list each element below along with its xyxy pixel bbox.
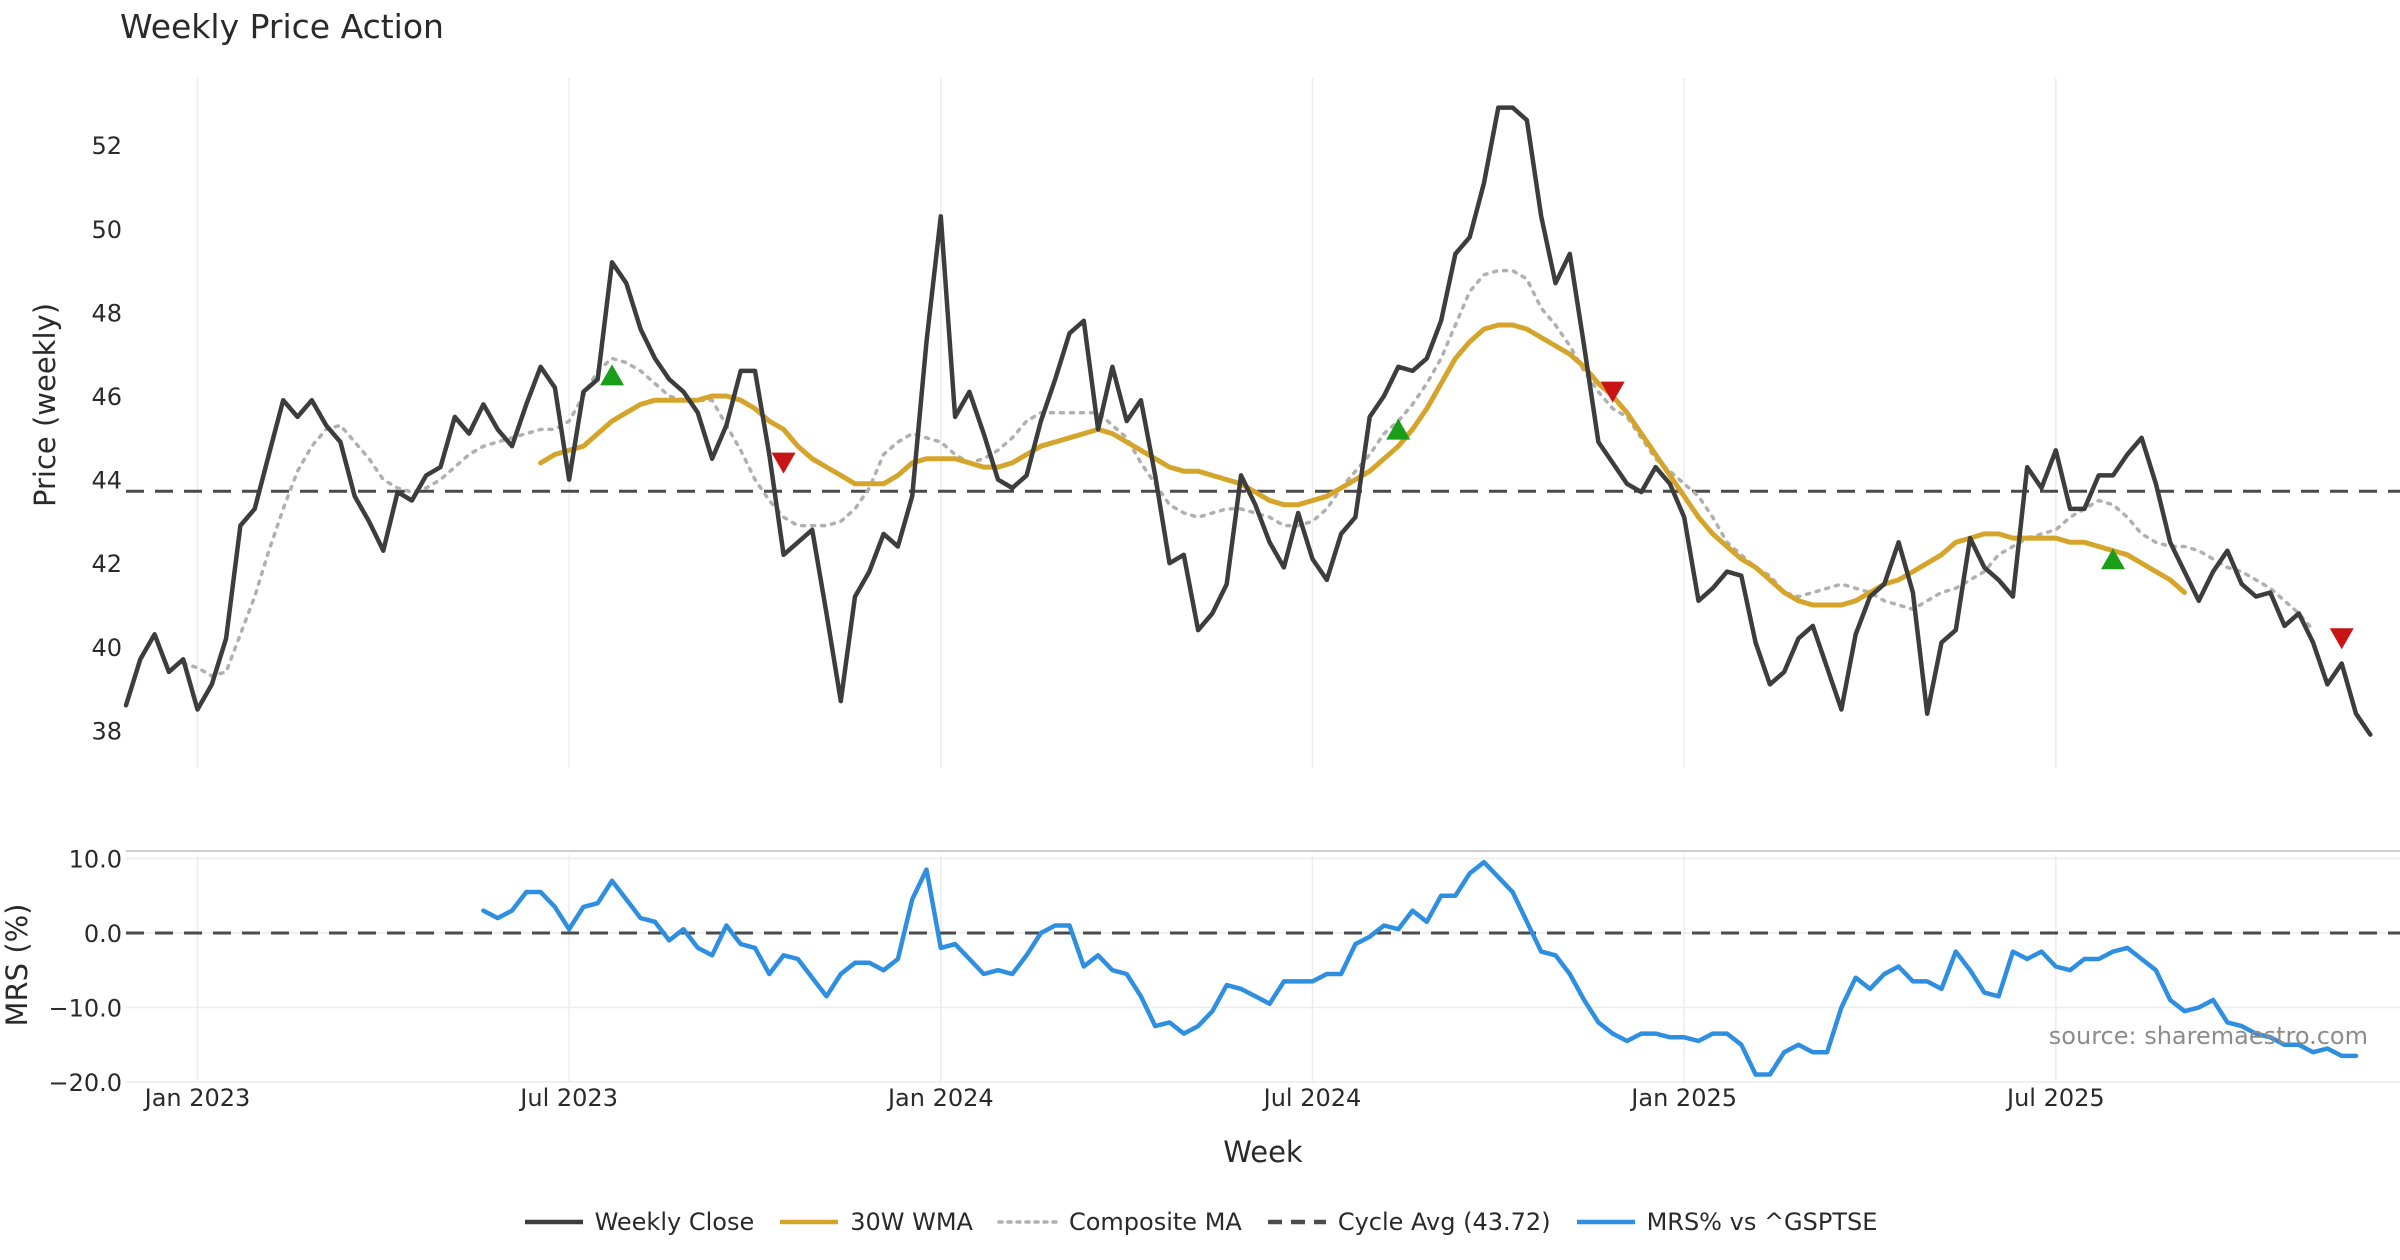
source-annotation: source: sharemaestro.com: [2049, 1022, 2368, 1050]
sell-signal-marker: [1600, 381, 1625, 403]
price-y-tick: 44: [91, 467, 122, 495]
price-y-tick: 42: [91, 550, 122, 578]
legend-swatch: [524, 1219, 583, 1225]
legend-label: Composite MA: [1068, 1208, 1242, 1236]
signal-markers: [600, 364, 2354, 650]
x-tick-label: Jul 2025: [2005, 1084, 2105, 1112]
reference-lines: [126, 489, 2400, 935]
mrs-y-tick: 0.0: [84, 920, 122, 948]
legend-item: Weekly Close: [523, 1208, 755, 1236]
buy-signal-marker: [2101, 548, 2126, 570]
price-y-tick: 40: [91, 634, 122, 662]
legend-item: Composite MA: [997, 1208, 1242, 1236]
legend-swatch: [997, 1220, 1059, 1224]
price-y-tick: 50: [91, 216, 122, 244]
legend-item: 30W WMA: [778, 1208, 973, 1236]
chart-title: Weekly Price Action: [120, 7, 444, 46]
price-y-tick: 48: [91, 299, 122, 327]
legend: Weekly Close 30W WMA Composite MA Cycle Avg…: [0, 1208, 2400, 1236]
x-tick-label: Jan 2025: [1629, 1084, 1737, 1112]
legend-label: MRS% vs ^GSPTSE: [1646, 1208, 1878, 1236]
grid-layer: [126, 78, 2400, 1083]
sell-signal-marker: [771, 452, 796, 474]
legend-label: Weekly Close: [594, 1208, 755, 1236]
series-layer: [123, 105, 2373, 1077]
legend-label: 30W WMA: [850, 1208, 973, 1236]
legend-swatch: [780, 1219, 839, 1225]
mrs-y-tick: 10.0: [69, 845, 122, 873]
price-series-weekly-close: [123, 105, 2373, 737]
x-tick-label: Jul 2023: [518, 1084, 618, 1112]
price-y-tick: 38: [91, 717, 122, 745]
x-axis-label: Week: [1223, 1135, 1303, 1169]
mrs-y-tick: −20.0: [48, 1069, 122, 1097]
price-y-tick: 52: [91, 132, 122, 160]
legend-item: MRS% vs ^GSPTSE: [1575, 1208, 1878, 1236]
price-y-tick: 46: [91, 383, 122, 411]
x-tick-label: Jan 2024: [886, 1084, 994, 1112]
tick-labels: Jan 2023 Jul 2023 Jan 2024 Jul 2024 Jan 2025…: [48, 132, 2104, 1112]
price-axis-label: Price (weekly): [28, 303, 62, 507]
legend-label: Cycle Avg (43.72): [1337, 1208, 1551, 1236]
buy-signal-marker: [1386, 418, 1411, 440]
price-series-composite-ma: [181, 268, 2315, 678]
buy-signal-marker: [600, 364, 625, 386]
x-tick-label: Jul 2024: [1262, 1084, 1362, 1112]
legend-swatch: [1267, 1219, 1326, 1225]
x-tick-label: Jan 2023: [143, 1084, 251, 1112]
sell-signal-marker: [2329, 628, 2354, 650]
legend-item: Cycle Avg (43.72): [1266, 1208, 1551, 1236]
mrs-y-tick: −10.0: [48, 994, 122, 1022]
legend-swatch: [1576, 1219, 1635, 1225]
mrs-axis-label: MRS (%): [0, 904, 34, 1027]
mrs-series-mrs-vs-gsptse: [481, 859, 2359, 1077]
